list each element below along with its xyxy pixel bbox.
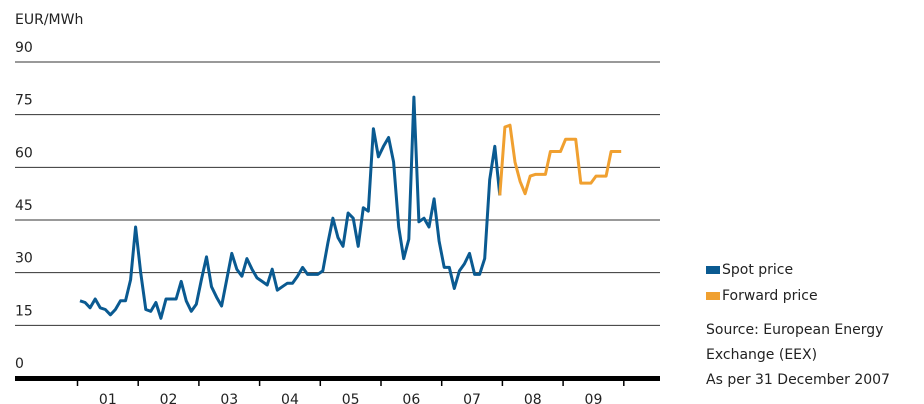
legend-swatch	[706, 266, 720, 274]
x-tick-label: 03	[220, 392, 238, 404]
x-tick-label: 02	[160, 392, 178, 404]
x-tick-label: 08	[524, 392, 542, 404]
y-tick-label: 75	[15, 93, 33, 109]
legend-label: Spot price	[722, 262, 793, 278]
y-tick-label: 90	[15, 40, 33, 56]
series-line	[79, 95, 502, 320]
y-tick-label: 30	[15, 251, 33, 267]
source-note: Exchange (EEX)	[706, 347, 817, 363]
source-note: As per 31 December 2007	[706, 372, 890, 388]
y-tick-label: 15	[15, 303, 33, 319]
y-tick-label: 45	[15, 198, 33, 214]
y-axis-label: EUR/MWh	[15, 12, 83, 28]
y-tick-label: 60	[15, 145, 33, 161]
legend-label: Forward price	[722, 288, 818, 304]
x-tick-label: 06	[402, 392, 420, 404]
series-line	[498, 123, 622, 196]
x-tick-label: 04	[281, 392, 299, 404]
x-tick-label: 07	[463, 392, 481, 404]
source-note: Source: European Energy	[706, 322, 883, 338]
x-tick-label: 01	[99, 392, 117, 404]
x-tick-label: 05	[342, 392, 360, 404]
x-axis	[15, 376, 660, 381]
legend-swatch	[706, 292, 720, 300]
x-tick-label: 09	[585, 392, 603, 404]
y-tick-label: 0	[15, 356, 24, 372]
